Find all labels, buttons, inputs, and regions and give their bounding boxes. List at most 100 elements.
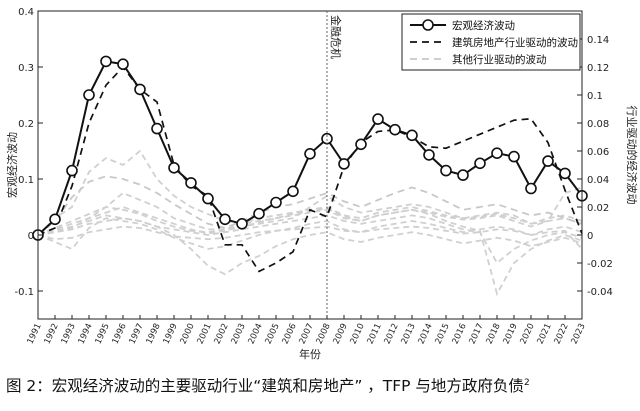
right-tick-label: 0.14 [587,35,609,46]
macro-volatility-point [406,129,418,142]
x-tick-label: 2006 [281,322,299,346]
chart: 金融危机 -0.1 0 0.1 0.2 0.3 0.4 -0.04 -0.02 0 0.02 0.04… [5,7,639,361]
right-tick-label: 0 [587,231,593,242]
macro-volatility-point [202,192,214,205]
right-axis-label: 行业驱动的经济波动 [625,106,639,205]
macro-volatility-point [66,164,78,177]
x-tick-label: 1991 [26,322,44,346]
x-tick-label: 1993 [60,322,78,346]
x-tick-label: 2001 [196,322,214,346]
right-tick-label: 0.1 [587,91,603,102]
macro-volatility-point [423,149,435,161]
x-tick-label: 1995 [94,322,112,346]
other-industry-line [37,149,583,236]
macro-volatility-point [270,196,282,209]
x-tick-label: 1996 [111,322,129,346]
other-industry-line [37,225,583,250]
caption-superscript: 2 [523,377,530,388]
left-tick-label: 0.4 [18,7,34,18]
macro-volatility-point [355,138,367,151]
x-tick-label: 2023 [570,322,588,346]
x-tick-label: 1997 [128,322,146,346]
macro-volatility-point [559,167,571,180]
other-industries-lines [37,149,583,297]
left-tick-label: 0.1 [18,175,34,186]
macro-volatility-point [83,89,95,101]
axes: 金融危机 -0.1 0 0.1 0.2 0.3 0.4 -0.04 -0.02 0 0.02 0.04… [5,7,639,361]
x-tick-label: 1998 [145,322,163,346]
macro-volatility-point [100,55,112,68]
x-tick-label: 2004 [247,322,265,346]
x-tick-label: 2020 [519,322,537,346]
right-tick-label: 0.04 [587,175,609,186]
legend-marker-macro [422,19,434,31]
x-tick-label: 1992 [43,322,61,346]
x-tick-label: 2010 [349,322,367,346]
macro-volatility-point [474,157,486,170]
other-industry-line [37,217,583,251]
macro-volatility-point [287,185,299,198]
x-tick-label: 2008 [315,322,333,346]
legend-label: 宏观经济波动 [452,19,515,32]
left-tick-label: 0.3 [18,63,34,74]
right-tick-label: 0.08 [587,119,609,130]
macro-volatility-point [525,182,537,195]
macro-volatility-point [542,155,554,167]
other-industries-driven-line [37,175,583,236]
x-tick-label: 2013 [400,322,418,346]
macro-volatility-point [372,113,384,125]
x-axis-label: 年份 [299,347,321,361]
x-tick-label: 2002 [213,322,231,346]
macro-volatility-point [457,169,469,181]
other-industry-line [37,214,583,265]
x-tick-label: 2022 [553,322,571,346]
macro-volatility-point [219,213,231,226]
caption-text: 图 2：宏观经济波动的主要驱动行业“建筑和房地产” ，TFP 与地方政府负债 [6,377,524,395]
x-tick-label: 2016 [451,322,469,346]
macro-volatility-point [117,58,129,70]
x-tick-label: 1994 [77,322,95,346]
crisis-annotation: 金融危机 [329,15,343,59]
other-industry-line [37,186,583,236]
real-estate-driven-line [37,65,583,273]
left-tick-label: -0.1 [14,287,34,298]
x-tick-label: 2011 [366,322,384,346]
left-axis-label: 宏观经济波动 [5,132,19,198]
right-tick-label: -0.02 [587,259,613,270]
x-tick-label: 2012 [383,322,401,346]
legend-label: 其他行业驱动的波动 [452,53,547,66]
macro-volatility-point [236,218,248,230]
x-tick-label: 1999 [162,322,180,346]
main-lines [32,55,588,273]
macro-volatility-point [49,213,61,226]
right-tick-label: 0.12 [587,63,609,74]
macro-volatility-point [491,147,503,159]
macro-volatility-point [168,162,180,174]
right-tick-label: 0.06 [587,147,609,158]
figure-caption: 图 2：宏观经济波动的主要驱动行业“建筑和房地产” ，TFP 与地方政府负债2 [6,374,636,396]
x-tick-label: 2009 [332,322,350,346]
x-tick-label: 2000 [179,322,197,346]
x-tick-label: 2017 [468,322,486,346]
macro-volatility-point [508,150,520,163]
left-tick-label: 0.2 [18,119,34,130]
macro-volatility-point [440,164,452,177]
left-tick-label: 0 [28,231,34,242]
right-tick-label: -0.04 [587,287,613,298]
right-tick-label: 0.02 [587,203,609,214]
macro-volatility-point [134,83,146,96]
x-tick-label: 2007 [298,322,316,346]
x-tick-label: 2005 [264,322,282,346]
macro-volatility-point [151,122,163,135]
macro-volatility-point [304,148,316,160]
x-tick-label: 2021 [536,322,554,346]
x-tick-label: 2019 [502,322,520,346]
macro-volatility-point [253,207,265,220]
x-tick-label: 2003 [230,322,248,346]
legend-label: 建筑房地产行业驱动的波动 [452,36,578,49]
other-industry-line [37,206,583,297]
x-tick-label: 2014 [417,322,435,346]
x-tick-label: 2018 [485,322,503,346]
macro-volatility-point [338,158,350,170]
